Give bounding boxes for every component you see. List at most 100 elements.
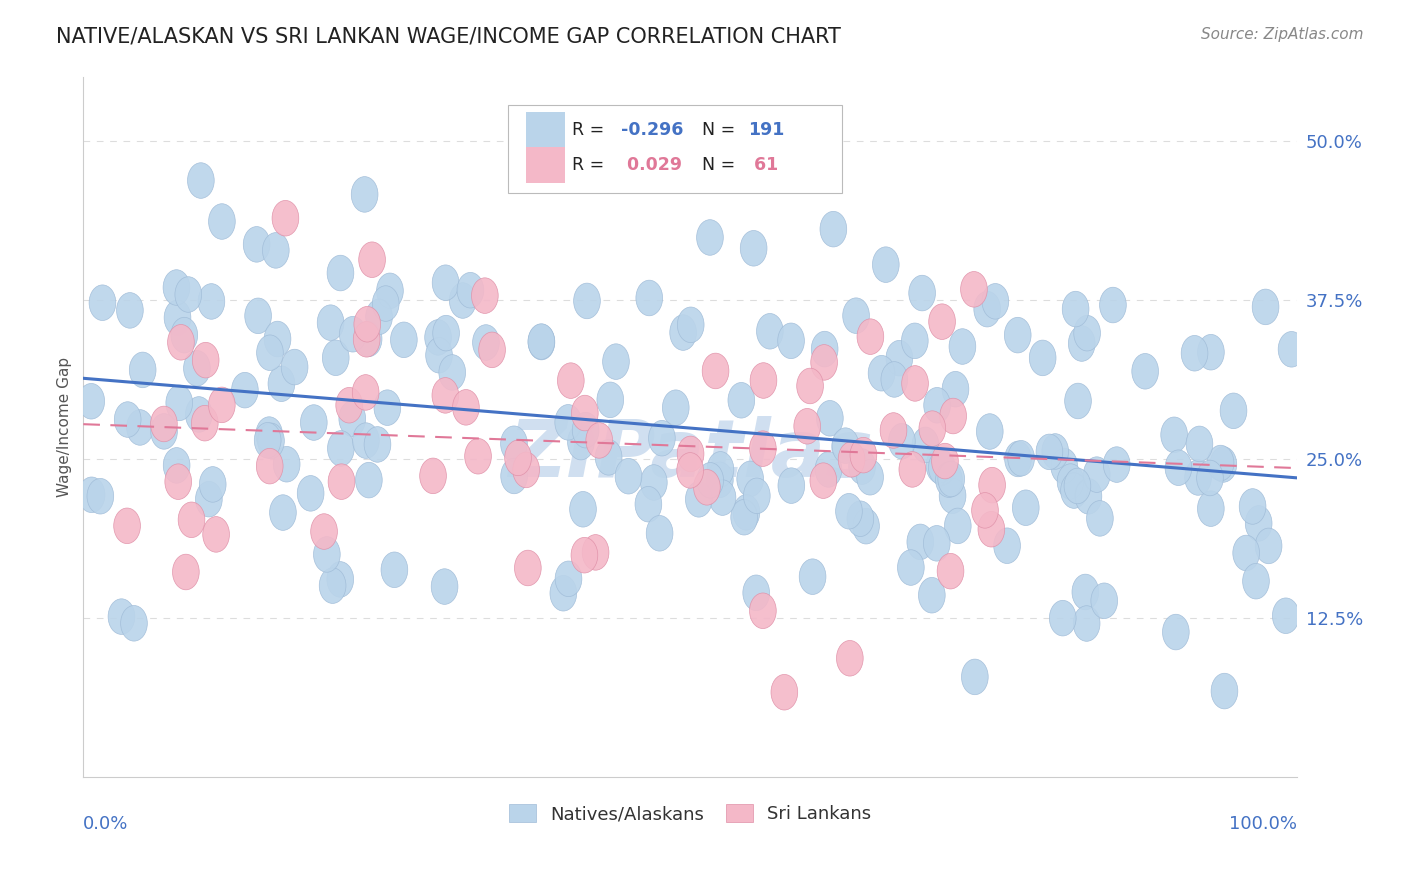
Ellipse shape <box>202 516 229 552</box>
Ellipse shape <box>744 478 770 514</box>
Ellipse shape <box>311 514 337 549</box>
Ellipse shape <box>1181 335 1208 371</box>
Ellipse shape <box>1084 457 1111 492</box>
Ellipse shape <box>1211 447 1237 483</box>
Ellipse shape <box>270 495 297 531</box>
Ellipse shape <box>243 227 270 262</box>
Ellipse shape <box>569 491 596 527</box>
Ellipse shape <box>457 272 484 308</box>
Ellipse shape <box>636 486 662 522</box>
Ellipse shape <box>257 334 283 370</box>
Ellipse shape <box>319 568 346 603</box>
Ellipse shape <box>924 525 950 561</box>
Ellipse shape <box>918 577 945 613</box>
Ellipse shape <box>297 475 323 511</box>
Legend: Natives/Alaskans, Sri Lankans: Natives/Alaskans, Sri Lankans <box>502 797 879 830</box>
Ellipse shape <box>707 451 734 487</box>
Ellipse shape <box>873 247 900 283</box>
Ellipse shape <box>366 299 392 334</box>
Ellipse shape <box>1008 441 1035 476</box>
Ellipse shape <box>582 534 609 570</box>
Ellipse shape <box>353 321 380 357</box>
Ellipse shape <box>778 323 804 359</box>
Ellipse shape <box>425 319 451 355</box>
Ellipse shape <box>1049 600 1076 636</box>
Ellipse shape <box>614 458 641 494</box>
FancyBboxPatch shape <box>508 105 842 193</box>
Y-axis label: Wage/Income Gap: Wage/Income Gap <box>58 357 72 497</box>
Ellipse shape <box>419 458 446 493</box>
Ellipse shape <box>799 559 825 594</box>
Ellipse shape <box>1074 316 1101 351</box>
Ellipse shape <box>603 343 630 379</box>
Ellipse shape <box>1253 289 1279 325</box>
Ellipse shape <box>1163 615 1189 650</box>
Ellipse shape <box>1132 353 1159 389</box>
Ellipse shape <box>184 351 211 386</box>
Ellipse shape <box>662 390 689 425</box>
Ellipse shape <box>1208 445 1234 481</box>
Ellipse shape <box>851 437 877 473</box>
Ellipse shape <box>391 322 418 358</box>
Ellipse shape <box>1166 450 1192 485</box>
Ellipse shape <box>942 371 969 407</box>
Ellipse shape <box>686 482 713 517</box>
Text: 61: 61 <box>748 156 779 174</box>
Ellipse shape <box>273 446 299 482</box>
Ellipse shape <box>837 640 863 676</box>
Ellipse shape <box>439 355 465 391</box>
Ellipse shape <box>595 440 621 475</box>
Text: 191: 191 <box>748 121 785 139</box>
Ellipse shape <box>1220 393 1247 429</box>
Ellipse shape <box>1036 434 1063 470</box>
Ellipse shape <box>1071 574 1098 610</box>
Ellipse shape <box>756 313 783 349</box>
Ellipse shape <box>733 494 759 530</box>
Ellipse shape <box>846 501 873 536</box>
Ellipse shape <box>1069 326 1095 361</box>
Ellipse shape <box>364 426 391 462</box>
Ellipse shape <box>835 493 862 529</box>
Ellipse shape <box>938 553 965 589</box>
Ellipse shape <box>1012 490 1039 525</box>
Ellipse shape <box>1004 318 1031 353</box>
Ellipse shape <box>165 300 191 335</box>
Ellipse shape <box>1057 464 1084 500</box>
Ellipse shape <box>187 162 214 198</box>
Ellipse shape <box>195 482 222 517</box>
Ellipse shape <box>1272 598 1299 633</box>
Ellipse shape <box>501 426 527 461</box>
Ellipse shape <box>1073 606 1099 641</box>
Ellipse shape <box>322 340 349 376</box>
Ellipse shape <box>1211 673 1237 709</box>
Text: Source: ZipAtlas.com: Source: ZipAtlas.com <box>1201 27 1364 42</box>
Ellipse shape <box>794 409 821 444</box>
Ellipse shape <box>697 463 724 498</box>
Ellipse shape <box>1185 459 1212 495</box>
Ellipse shape <box>709 480 735 516</box>
Ellipse shape <box>897 549 924 585</box>
Text: NATIVE/ALASKAN VS SRI LANKAN WAGE/INCOME GAP CORRELATION CHART: NATIVE/ALASKAN VS SRI LANKAN WAGE/INCOME… <box>56 27 841 46</box>
Ellipse shape <box>669 315 696 351</box>
Ellipse shape <box>641 465 668 500</box>
Ellipse shape <box>117 293 143 328</box>
Ellipse shape <box>377 273 404 309</box>
Ellipse shape <box>880 413 907 449</box>
Ellipse shape <box>678 436 704 472</box>
Ellipse shape <box>636 280 662 316</box>
Ellipse shape <box>707 462 733 498</box>
Ellipse shape <box>79 477 105 513</box>
Ellipse shape <box>150 414 177 450</box>
Ellipse shape <box>328 255 354 291</box>
Ellipse shape <box>849 449 876 484</box>
Ellipse shape <box>114 401 141 437</box>
Ellipse shape <box>749 431 776 467</box>
Ellipse shape <box>426 337 453 373</box>
Ellipse shape <box>328 464 354 500</box>
Ellipse shape <box>450 283 477 318</box>
Ellipse shape <box>172 318 198 353</box>
Ellipse shape <box>254 423 281 458</box>
Ellipse shape <box>501 458 527 494</box>
Ellipse shape <box>432 265 458 301</box>
Ellipse shape <box>912 427 939 463</box>
